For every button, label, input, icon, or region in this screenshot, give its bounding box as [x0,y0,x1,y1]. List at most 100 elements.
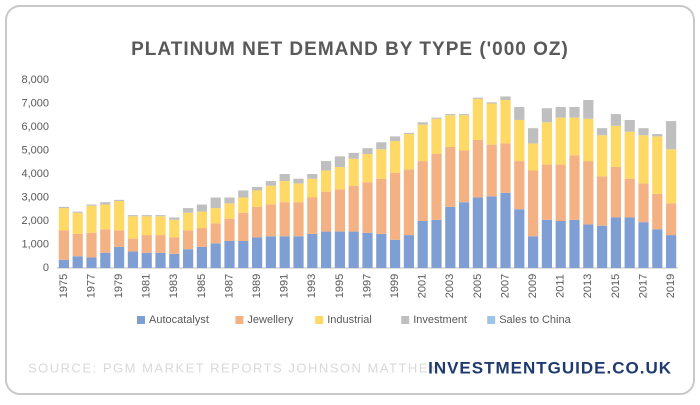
bar-segment [514,161,525,210]
bar-segment [238,190,249,198]
bar-segment [514,119,525,162]
bar-segment [403,169,415,236]
source: SOURCE: PGM MARKET REPORTS JOHNSON MATTH… [28,360,439,375]
bar-segment [100,229,111,253]
x-tick-label: 2005 [472,274,484,298]
brand: INVESTMENTGUIDE.CO.UK [428,358,672,377]
bar-segment [279,174,290,182]
bar-segment [320,161,332,171]
bar-segment [155,216,166,236]
bar-segment [500,192,511,268]
bar-segment [583,118,594,162]
x-tick-label: 1981 [141,274,153,298]
y-tick-label: 5,000 [21,144,49,156]
bar-segment [417,221,428,268]
bar-segment [127,215,139,217]
bar-segment [472,98,484,140]
bar-segment [431,219,442,268]
bar-segment [265,185,277,205]
bar-segment [169,217,180,220]
y-tick-label: 4,000 [21,168,49,180]
bar-segment [100,252,111,268]
bar-segment [113,246,125,268]
bar-segment [376,178,387,234]
bar-segment [224,218,235,241]
bar-segment [196,204,208,212]
x-tick-label: 1995 [334,274,346,298]
bar-segment [514,209,525,268]
legend-label: Industrial [327,314,372,326]
bar-segment [113,230,125,247]
bar-segment [527,236,539,268]
x-tick-label: 1985 [196,274,208,298]
bar-segment [307,174,318,179]
bar-segment [527,128,539,144]
bar-segment [403,134,415,170]
bar-segment [541,122,553,165]
bar-segment [307,178,318,198]
bar-segment [169,219,180,238]
bar-segment [569,107,580,118]
bar-segment [665,203,677,236]
bar-segment [127,216,139,239]
bar-segment [596,176,608,226]
bar-segment [182,212,194,231]
bar-segment [596,128,608,136]
bar-segment [58,208,70,231]
bar-segment [362,232,373,268]
bar-segment [265,204,277,237]
bar-segment [196,246,208,268]
bar-segment [376,142,387,150]
bar-segment [500,143,511,193]
bar-segment [527,170,539,237]
bar-segment [320,191,332,232]
bar-segment [665,149,677,204]
bar-segment [293,183,304,203]
bar-segment [293,236,304,268]
bar-segment [72,233,83,257]
bar-segment [362,182,373,233]
bar-segment [610,125,622,167]
bar-segment [72,212,83,234]
bar-segment [210,223,221,244]
bar-segment [652,193,663,230]
bar-segment [100,202,111,205]
bar-segment [389,136,401,142]
bar-segment [279,236,290,268]
bar-segment [100,204,111,230]
bar-segment [445,115,456,147]
x-tick-label: 1983 [168,274,180,298]
bar-segment [348,158,359,186]
bar-segment [389,239,401,268]
bar-segment [141,235,152,253]
bar-segment [458,150,470,203]
bar-segment [86,232,97,258]
x-tick-label: 2007 [499,274,511,298]
bar-segment [334,166,346,190]
y-tick-label: 0 [43,262,49,274]
bar-segment [624,131,635,179]
x-tick-label: 2009 [527,274,539,298]
bar-segment [169,253,180,268]
bar-segment [224,197,235,204]
bar-segment [555,164,566,221]
legend-swatch [315,316,324,324]
chart-title: PLATINUM NET DEMAND BY TYPE ('000 OZ) [131,39,569,60]
bar-segment [348,152,359,159]
bar-segment [652,136,663,194]
x-tick-label: 2017 [637,274,649,298]
x-tick-label: 1999 [389,274,401,298]
bar-segment [583,99,594,119]
bar-segment [596,225,608,268]
y-tick-label: 6,000 [21,121,49,133]
bar-segment [293,202,304,237]
bar-segment [638,135,649,184]
legend-swatch [137,316,145,324]
bar-segment [86,257,97,268]
x-tick-label: 2013 [582,274,594,298]
bar-segment [155,215,166,217]
bar-segment [514,107,525,120]
bar-segment [196,228,208,247]
bar-segment [376,149,387,179]
bar-segment [238,197,249,213]
